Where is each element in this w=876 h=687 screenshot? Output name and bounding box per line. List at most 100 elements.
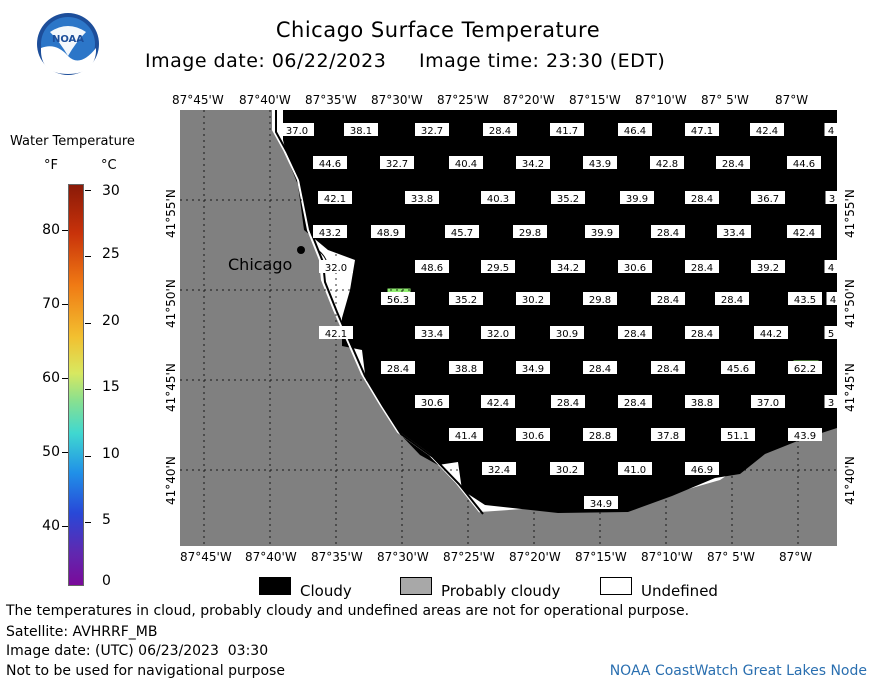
temperature-label-box [685, 326, 719, 339]
tick-mark [62, 230, 68, 231]
temperature-label: 33.4 [723, 228, 745, 239]
temperature-label: 4 [828, 263, 834, 274]
temperature-label-box [381, 292, 415, 305]
temperature-label: 37.8 [657, 431, 679, 442]
lon-label-bottom: 87°15'W [575, 550, 627, 564]
lon-label-bottom: 87°25'W [443, 550, 495, 564]
temperature-label-box [516, 361, 550, 374]
temperature-label-box [651, 225, 685, 238]
tick-f-60: 60 [42, 370, 60, 386]
tick-mark [62, 304, 68, 305]
temperature-label: 45.6 [727, 364, 749, 375]
temperature-label-box [583, 428, 617, 441]
temperature-label: 48.9 [377, 228, 399, 239]
temperature-label-box [280, 123, 314, 136]
sst-map: Chicago 37.0 38.1 32.7 28.4 41.7 46.4 47.1 42.4… [180, 110, 840, 546]
chicago-marker [297, 246, 305, 254]
temperature-label: 28.4 [722, 159, 744, 170]
tick-mark [62, 526, 68, 527]
tick-mark [62, 378, 68, 379]
temperature-label-box [685, 123, 719, 136]
temperature-label: 28.4 [691, 194, 713, 205]
lat-label-right: 41°55'N [843, 189, 857, 238]
temperature-label: 42.8 [656, 159, 678, 170]
legend-label-cloudy: Cloudy [300, 582, 352, 600]
tick-mark [85, 522, 91, 523]
temperature-label-box [650, 156, 684, 169]
temperature-label: 35.2 [455, 295, 477, 306]
tick-mark [62, 452, 68, 453]
lon-label-top: 87°W [775, 93, 809, 107]
noaa-node-credit: NOAA CoastWatch Great Lakes Node [609, 663, 867, 679]
temperature-label: 32.0 [325, 263, 347, 274]
temperature-label-box [618, 462, 652, 475]
disclaimer-text: The temperatures in cloud, probably clou… [6, 603, 690, 619]
temperature-label: 28.4 [721, 295, 743, 306]
temperature-label: 5 [828, 329, 834, 340]
temperature-label-box [787, 225, 821, 238]
temperature-label: 28.4 [657, 295, 679, 306]
temperature-label-box [583, 292, 617, 305]
temperature-label-box [824, 123, 838, 136]
temperature-label-box [481, 326, 515, 339]
temperature-label: 56.3 [387, 295, 409, 306]
temperature-label-box [618, 395, 652, 408]
temperature-label: 35.2 [557, 194, 579, 205]
temperature-label-box [824, 326, 838, 339]
temperature-label-box [313, 156, 347, 169]
coastline-shadow [275, 110, 484, 515]
temperature-label-box [750, 123, 784, 136]
temperature-label: 30.9 [556, 329, 578, 340]
temperature-label-box [824, 395, 838, 408]
lon-label-bottom: 87°40'W [245, 550, 297, 564]
temperature-label-box [717, 225, 751, 238]
temperature-label: 28.4 [691, 263, 713, 274]
image-datetime: Image date: 06/22/2023 Image time: 23:30… [145, 50, 665, 72]
temperature-label-box [651, 428, 685, 441]
navigation-warning: Not to be used for navigational purpose [6, 663, 285, 679]
temperature-label: 29.8 [589, 295, 611, 306]
temperature-label-box [751, 395, 785, 408]
temperature-label-box [550, 123, 584, 136]
temperature-label: 42.1 [325, 329, 347, 340]
temperature-label-box [685, 191, 719, 204]
temperature-label: 33.4 [421, 329, 443, 340]
temperature-label: 38.8 [455, 364, 477, 375]
temperature-label-box [482, 462, 516, 475]
temperature-label: 28.4 [624, 329, 646, 340]
temperature-label: 43.5 [794, 295, 816, 306]
temperature-label: 44.6 [319, 159, 341, 170]
temperature-label: 39.2 [757, 263, 779, 274]
temperature-label: 34.9 [522, 364, 544, 375]
lat-label-left: 41°40'N [164, 456, 178, 505]
temperature-label: 30.6 [624, 263, 646, 274]
temperature-label: 43.9 [794, 431, 816, 442]
temperature-label: 43.2 [319, 228, 341, 239]
lon-label-top: 87°45'W [172, 93, 224, 107]
temperature-label: 39.9 [591, 228, 613, 239]
temperature-label-box [344, 123, 378, 136]
temperature-label-box [651, 292, 685, 305]
lon-label-top: 87°25'W [437, 93, 489, 107]
temperature-label-box [516, 428, 550, 441]
temperature-label: 37.0 [286, 126, 308, 137]
temperature-label-box [715, 292, 749, 305]
lat-label-right: 41°40'N [843, 456, 857, 505]
temperature-label-box [415, 326, 449, 339]
temperature-label: 30.6 [522, 431, 544, 442]
temperature-label: 47.1 [691, 126, 713, 137]
temperature-label-box [551, 191, 585, 204]
temperature-label-box [550, 326, 584, 339]
temperature-label: 48.6 [421, 263, 443, 274]
temperature-label-box [318, 191, 352, 204]
temperature-label: 28.4 [557, 398, 579, 409]
temperature-label: 34.9 [590, 499, 612, 510]
legend-swatch-probably-cloudy [400, 577, 432, 595]
temperature-label: 34.2 [522, 159, 544, 170]
legend-swatch-cloudy [259, 577, 291, 595]
temperature-label-box [721, 428, 755, 441]
lon-label-bottom: 87°20'W [509, 550, 561, 564]
temperature-labels: 37.0 38.1 32.7 28.4 41.7 46.4 47.1 42.4 4 44.6 32.… [280, 123, 840, 510]
temperature-label: 62.2 [794, 364, 816, 375]
temperature-label: 40.4 [455, 159, 477, 170]
